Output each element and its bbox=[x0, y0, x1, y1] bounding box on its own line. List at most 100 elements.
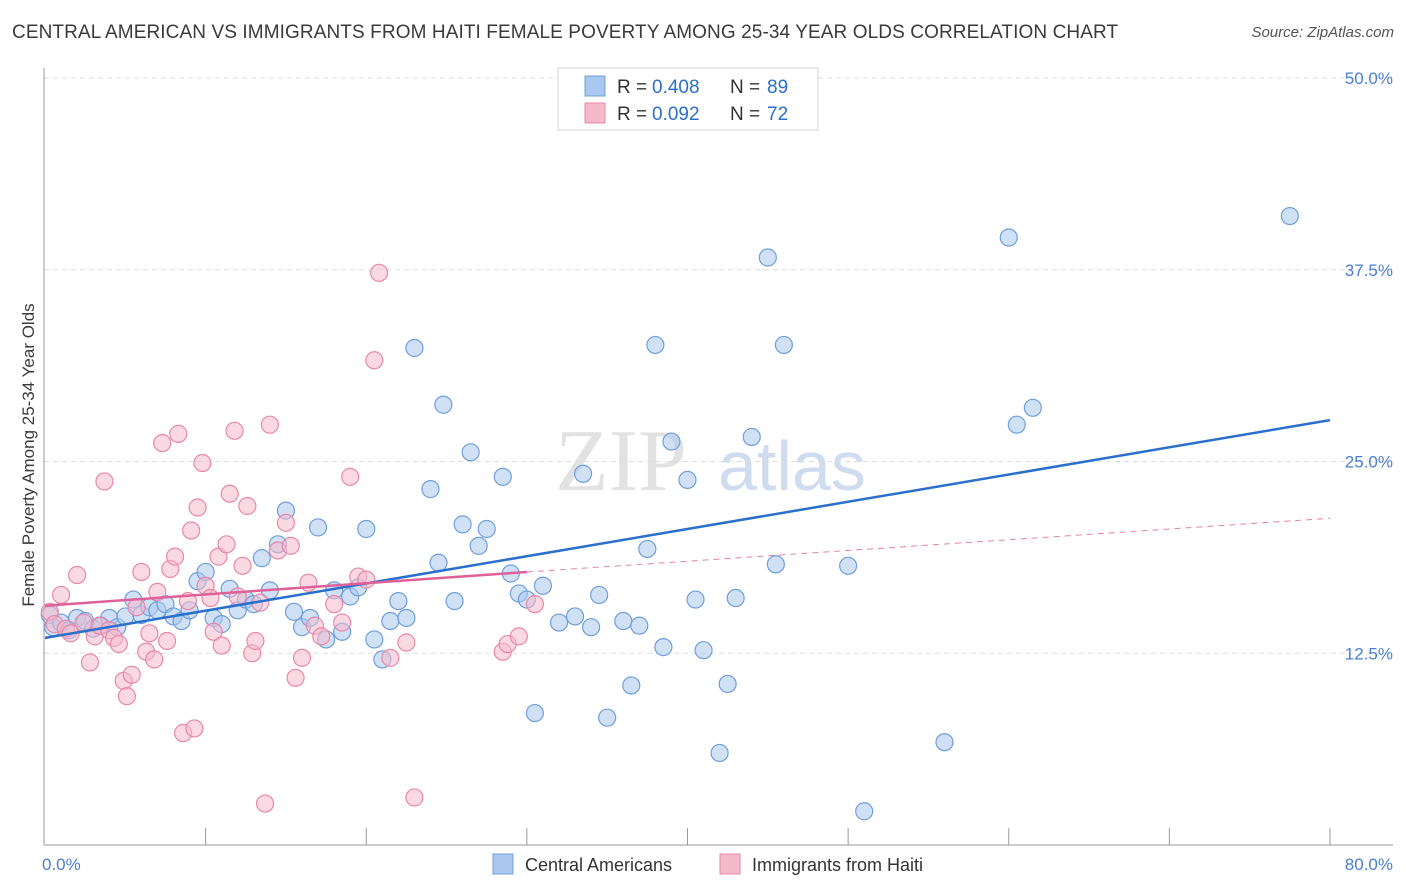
point-central-americans bbox=[774, 335, 793, 355]
point-central-americans bbox=[742, 427, 761, 447]
point-central-americans bbox=[469, 536, 488, 555]
x-tick-label-min: 0.0% bbox=[42, 855, 81, 874]
point-central-americans bbox=[365, 630, 384, 649]
point-immigrants-from-haiti bbox=[95, 472, 114, 491]
point-immigrants-from-haiti bbox=[333, 613, 352, 632]
point-immigrants-from-haiti bbox=[201, 588, 220, 608]
legend-bottom-label-blue: Central Americans bbox=[525, 855, 672, 875]
point-central-americans bbox=[598, 708, 617, 727]
points-layer bbox=[40, 206, 1299, 821]
y-tick-labels: 12.5% 25.0% 37.5% 50.0% bbox=[1345, 69, 1393, 663]
point-immigrants-from-haiti bbox=[68, 565, 87, 585]
point-central-americans bbox=[935, 733, 954, 752]
point-central-americans bbox=[357, 519, 376, 539]
point-immigrants-from-haiti bbox=[260, 415, 279, 434]
point-immigrants-from-haiti bbox=[238, 496, 257, 516]
legend-n-value-pink: 72 bbox=[767, 104, 788, 125]
point-central-americans bbox=[710, 743, 729, 763]
point-immigrants-from-haiti bbox=[117, 687, 137, 706]
y-tick-label: 37.5% bbox=[1345, 261, 1393, 280]
legend-r-value-blue: 0.408 bbox=[652, 77, 700, 98]
point-immigrants-from-haiti bbox=[166, 547, 185, 566]
point-immigrants-from-haiti bbox=[212, 636, 231, 655]
point-central-americans bbox=[590, 585, 609, 605]
point-central-americans bbox=[389, 591, 408, 611]
point-central-americans bbox=[284, 602, 304, 621]
point-immigrants-from-haiti bbox=[286, 668, 305, 687]
point-immigrants-from-haiti bbox=[381, 648, 400, 667]
point-central-americans bbox=[630, 616, 649, 635]
trendline-central-americans bbox=[44, 418, 1331, 640]
point-immigrants-from-haiti bbox=[365, 351, 384, 370]
point-central-americans bbox=[461, 443, 480, 462]
point-central-americans bbox=[533, 576, 553, 595]
point-central-americans bbox=[493, 467, 512, 486]
legend-bottom-swatch-pink bbox=[719, 853, 741, 875]
trendline-extension-immigrants-from-haiti bbox=[526, 517, 1331, 573]
point-immigrants-from-haiti bbox=[233, 556, 252, 575]
point-central-americans bbox=[718, 674, 737, 694]
legend-n-label-blue: N = bbox=[730, 77, 765, 98]
legend-swatch-pink bbox=[584, 102, 606, 124]
point-immigrants-from-haiti bbox=[148, 582, 167, 601]
point-central-americans bbox=[421, 480, 440, 499]
point-central-americans bbox=[477, 519, 496, 539]
point-immigrants-from-haiti bbox=[51, 585, 71, 605]
point-immigrants-from-haiti bbox=[185, 719, 204, 738]
point-immigrants-from-haiti bbox=[157, 631, 177, 651]
trend-layer bbox=[44, 418, 1331, 640]
trendline-immigrants-from-haiti bbox=[44, 570, 527, 607]
point-immigrants-from-haiti bbox=[127, 598, 146, 617]
point-central-americans bbox=[582, 618, 601, 637]
point-central-americans bbox=[397, 608, 416, 628]
point-immigrants-from-haiti bbox=[122, 665, 141, 684]
point-central-americans bbox=[758, 248, 777, 267]
chart-source: Source: ZipAtlas.com bbox=[1251, 24, 1394, 41]
legend-n-value-blue: 89 bbox=[767, 77, 788, 98]
point-central-americans bbox=[308, 518, 328, 537]
point-central-americans bbox=[1007, 415, 1026, 434]
point-immigrants-from-haiti bbox=[312, 627, 331, 646]
point-central-americans bbox=[549, 613, 569, 632]
point-central-americans bbox=[381, 611, 400, 631]
point-immigrants-from-haiti bbox=[217, 535, 236, 554]
point-central-americans bbox=[252, 549, 271, 568]
point-central-americans bbox=[839, 556, 858, 575]
watermark-atlas: atlas bbox=[718, 427, 866, 505]
point-central-americans bbox=[662, 432, 681, 451]
point-immigrants-from-haiti bbox=[109, 634, 128, 654]
point-immigrants-from-haiti bbox=[188, 498, 207, 517]
point-central-americans bbox=[445, 591, 464, 611]
point-immigrants-from-haiti bbox=[255, 794, 275, 813]
point-immigrants-from-haiti bbox=[132, 562, 151, 582]
point-immigrants-from-haiti bbox=[525, 595, 545, 614]
point-immigrants-from-haiti bbox=[182, 521, 201, 540]
point-immigrants-from-haiti bbox=[153, 433, 172, 453]
point-immigrants-from-haiti bbox=[405, 788, 424, 807]
legend-r-label-pink: R = bbox=[617, 104, 652, 125]
point-central-americans bbox=[525, 703, 545, 723]
point-immigrants-from-haiti bbox=[276, 513, 296, 532]
point-immigrants-from-haiti bbox=[397, 633, 416, 652]
point-central-americans bbox=[1280, 206, 1299, 226]
x-tick-label-max: 80.0% bbox=[1345, 855, 1393, 874]
point-immigrants-from-haiti bbox=[509, 627, 528, 646]
legend-bottom-label-pink: Immigrants from Haiti bbox=[752, 855, 923, 875]
point-immigrants-from-haiti bbox=[341, 467, 360, 486]
point-central-americans bbox=[694, 641, 713, 660]
point-central-americans bbox=[573, 464, 593, 483]
y-tick-label: 50.0% bbox=[1345, 69, 1393, 88]
point-central-americans bbox=[855, 802, 874, 821]
point-central-americans bbox=[678, 470, 697, 490]
point-central-americans bbox=[434, 395, 453, 414]
legend-r-label-blue: R = bbox=[617, 77, 652, 98]
y-tick-label: 12.5% bbox=[1345, 644, 1393, 663]
point-central-americans bbox=[638, 539, 657, 559]
point-immigrants-from-haiti bbox=[292, 648, 312, 667]
point-immigrants-from-haiti bbox=[204, 622, 223, 641]
x-tick-marks bbox=[205, 828, 1331, 845]
legend-top: R = 0.408 N = 89 R = 0.092 N = 72 bbox=[557, 67, 819, 131]
point-immigrants-from-haiti bbox=[281, 536, 300, 555]
point-immigrants-from-haiti bbox=[74, 613, 93, 632]
